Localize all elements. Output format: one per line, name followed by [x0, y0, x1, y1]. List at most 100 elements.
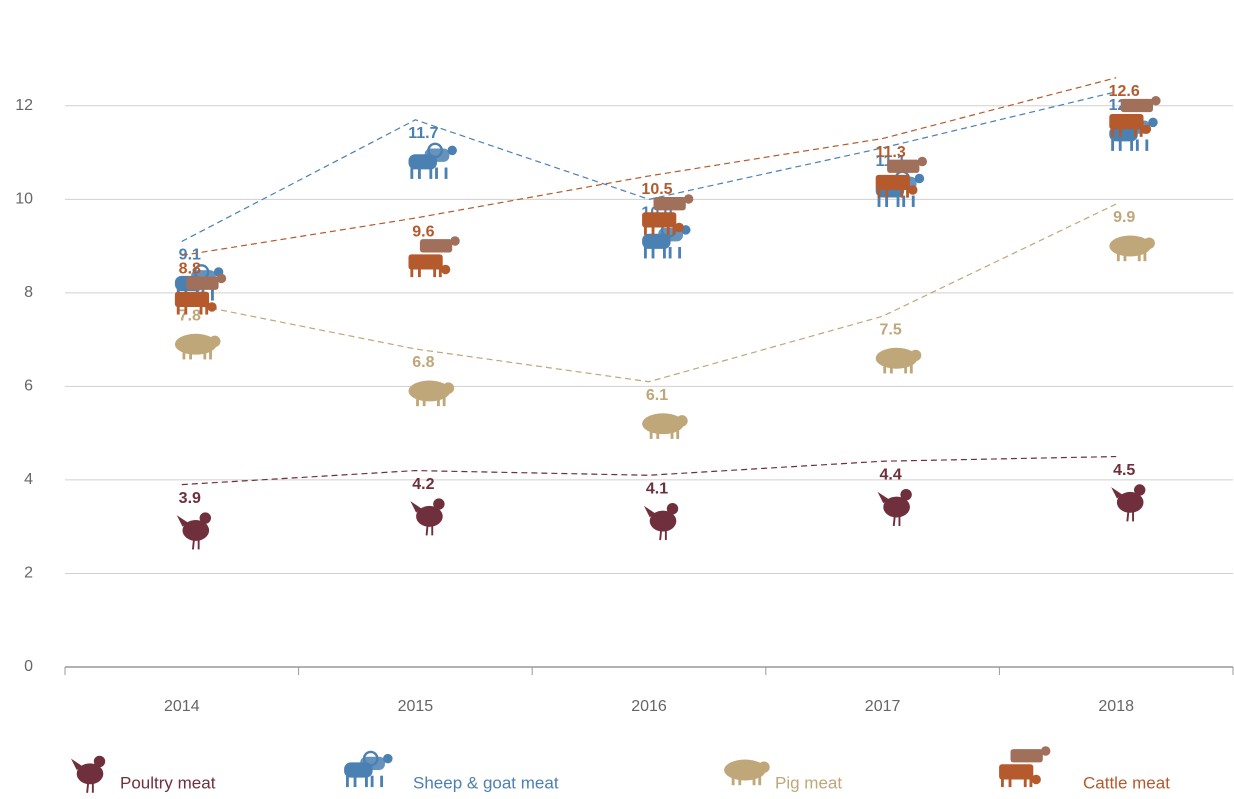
x-tick-label: 2014	[164, 698, 200, 715]
icon-part	[649, 429, 653, 439]
icon-part	[199, 512, 211, 524]
icon-part	[678, 247, 682, 259]
icon-part	[410, 167, 414, 179]
icon-part	[666, 225, 670, 236]
icon-part	[1126, 511, 1134, 522]
icon-part	[670, 429, 674, 439]
icon	[408, 380, 455, 407]
icon-part	[731, 775, 735, 786]
icon-part	[1008, 777, 1012, 788]
icon-part	[1143, 237, 1155, 249]
icon-part	[644, 225, 647, 236]
data-label: 7.5	[879, 321, 901, 338]
icon	[71, 755, 106, 793]
icon	[1109, 95, 1161, 137]
icon-part	[683, 194, 694, 204]
icon-part	[644, 505, 656, 518]
series-line	[181, 91, 1117, 242]
data-label: 8.8	[179, 261, 201, 278]
icon	[875, 156, 927, 198]
icon-part	[1137, 251, 1141, 262]
data-label: 4.5	[1113, 462, 1135, 479]
icon-part	[904, 363, 908, 374]
icon	[344, 750, 393, 788]
icon-part	[651, 225, 655, 236]
icon-part	[186, 276, 219, 290]
data-label: 3.9	[179, 490, 201, 507]
icon-part	[211, 289, 214, 301]
icon-part	[184, 305, 188, 315]
icon-part	[442, 382, 455, 394]
icon	[408, 236, 460, 278]
icon-part	[360, 756, 385, 770]
icon-part	[642, 212, 677, 228]
icon	[724, 759, 770, 786]
icon-part	[1145, 139, 1149, 151]
icon-part	[1111, 127, 1115, 137]
icon	[1111, 484, 1146, 522]
series-line	[181, 77, 1117, 257]
icon-part	[1040, 746, 1051, 756]
icon-part	[663, 247, 666, 259]
data-label: 11.7	[408, 125, 438, 142]
icon-part	[410, 267, 414, 278]
data-label: 10.5	[641, 181, 672, 198]
icon-part	[353, 775, 357, 788]
icon	[408, 142, 457, 179]
data-label: 9.1	[179, 247, 201, 264]
icon-part	[442, 396, 446, 407]
icon-part	[676, 415, 688, 427]
icon-part	[892, 516, 901, 527]
icon-part	[642, 413, 684, 435]
icon-part	[875, 174, 910, 191]
icon-part	[672, 225, 676, 236]
legend-label: Cattle meat	[1083, 773, 1170, 792]
y-tick-label: 8	[24, 284, 33, 301]
icon-part	[885, 195, 889, 207]
icon-part	[906, 188, 909, 198]
icon-part	[877, 195, 881, 207]
icon-part	[738, 775, 742, 786]
icon-part	[435, 167, 438, 179]
icon	[1109, 235, 1155, 262]
icon-part	[176, 515, 189, 527]
icon-part	[653, 197, 686, 211]
icon	[877, 488, 912, 527]
icon-part	[674, 222, 684, 233]
icon-part	[71, 758, 83, 770]
icon-part	[209, 349, 212, 360]
icon-part	[914, 173, 925, 184]
y-tick-label: 0	[24, 658, 33, 675]
icon-part	[1010, 749, 1043, 763]
data-label: 9.6	[412, 223, 434, 240]
icon-part	[418, 267, 421, 278]
icon-part	[1148, 117, 1158, 128]
icon-part	[1116, 251, 1120, 262]
icon	[410, 498, 445, 536]
icon-part	[1141, 124, 1152, 134]
y-tick-label: 12	[15, 97, 33, 114]
icon-part	[433, 267, 437, 278]
icon-part	[649, 510, 677, 532]
data-label: 4.1	[646, 480, 668, 497]
icon-part	[362, 750, 379, 767]
icon-part	[1134, 484, 1146, 496]
icon-part	[383, 753, 393, 764]
y-tick-label: 4	[24, 471, 33, 488]
icon-part	[1123, 251, 1127, 262]
icon-part	[877, 491, 889, 504]
icon-part	[724, 759, 766, 781]
icon-part	[887, 159, 920, 173]
icon-part	[207, 302, 217, 312]
icon-part	[182, 519, 210, 541]
y-tick-label: 6	[24, 378, 33, 395]
icon-part	[450, 236, 460, 246]
icon-part	[1031, 774, 1041, 785]
legend-label: Sheep & goat meat	[413, 773, 559, 792]
icon	[642, 413, 688, 439]
x-tick-label: 2016	[631, 698, 667, 715]
icon-part	[370, 775, 374, 788]
icon-part	[885, 188, 889, 198]
icon-part	[1120, 98, 1153, 113]
